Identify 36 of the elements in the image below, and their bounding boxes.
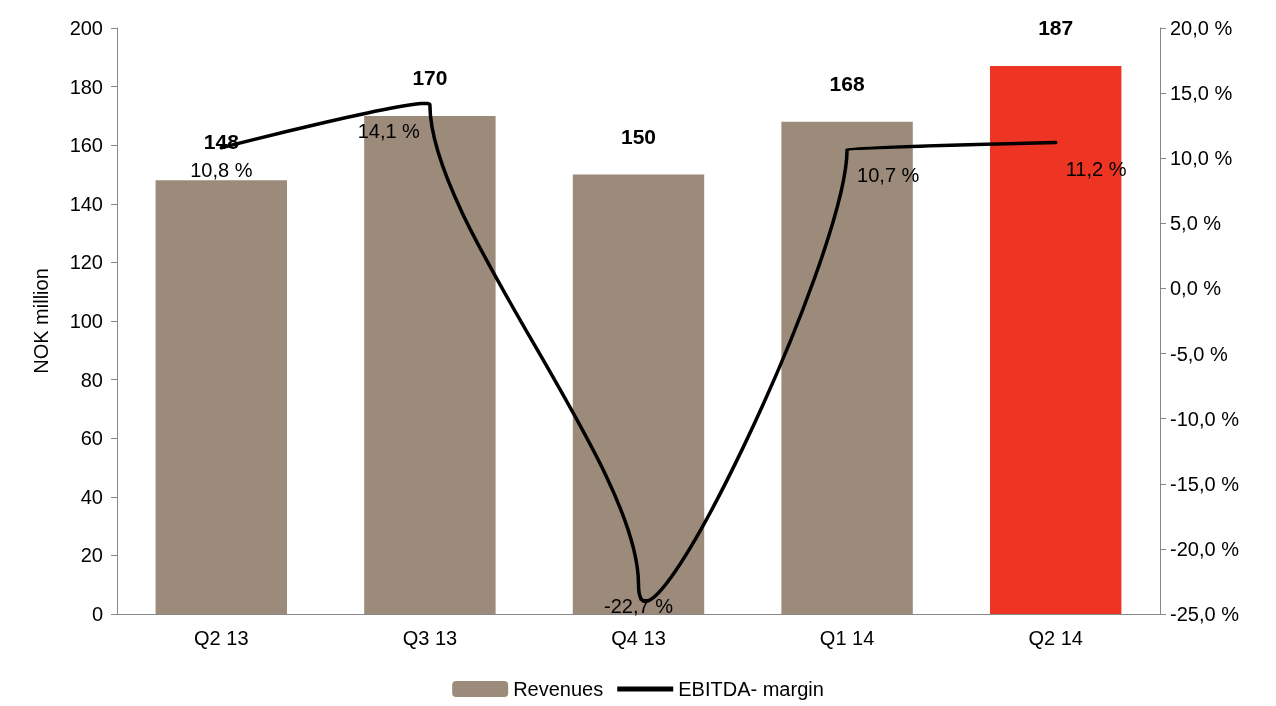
y2-tick-label: -5,0 % bbox=[1170, 342, 1229, 365]
y-tick-label: 0 bbox=[91, 603, 103, 625]
x-tick-label: Q3 13 bbox=[402, 627, 458, 649]
legend-label: Revenues bbox=[513, 678, 604, 700]
x-tick-label: Q2 13 bbox=[194, 627, 249, 649]
bar bbox=[155, 180, 288, 614]
y2-tick-label: -25,0 % bbox=[1170, 603, 1240, 625]
x-tick-label: Q4 13 bbox=[611, 627, 666, 649]
data-label: 187 bbox=[1038, 16, 1074, 40]
y2-tick-label: -15,0 % bbox=[1170, 472, 1240, 495]
data-label: 150 bbox=[620, 124, 657, 148]
y2-tick-label: 20,0 % bbox=[1170, 17, 1233, 39]
x-tick-label: Q1 14 bbox=[819, 627, 875, 649]
bar bbox=[572, 174, 705, 614]
y-tick-label: 180 bbox=[69, 75, 103, 98]
y-tick-label: 40 bbox=[80, 485, 103, 508]
legend-label: EBITDA- margin bbox=[678, 678, 824, 700]
y-tick-label: 100 bbox=[69, 310, 103, 332]
y2-tick-label: -20,0 % bbox=[1170, 537, 1240, 560]
y-tick-label: 120 bbox=[69, 251, 103, 274]
y-tick-label: 160 bbox=[69, 134, 103, 157]
x-tick-label: Q2 14 bbox=[1028, 627, 1083, 649]
y2-tick-label: 15,0 % bbox=[1170, 82, 1233, 105]
y2-tick-label: 0,0 % bbox=[1170, 277, 1222, 300]
y-tick-label: 20 bbox=[80, 544, 103, 567]
y-axis-title: NOK million bbox=[30, 268, 52, 374]
data-label: 10,8 % bbox=[190, 158, 253, 181]
data-label: 170 bbox=[412, 65, 448, 89]
y2-tick-label: 5,0 % bbox=[1170, 212, 1222, 235]
y-tick-label: 80 bbox=[80, 368, 103, 391]
y2-tick-label: -10,0 % bbox=[1170, 407, 1240, 430]
y2-tick-label: 10,0 % bbox=[1170, 147, 1233, 170]
y-tick-label: 200 bbox=[69, 17, 103, 39]
data-label: 168 bbox=[829, 71, 865, 95]
y-tick-label: 60 bbox=[80, 427, 103, 450]
y-tick-label: 140 bbox=[69, 192, 103, 215]
